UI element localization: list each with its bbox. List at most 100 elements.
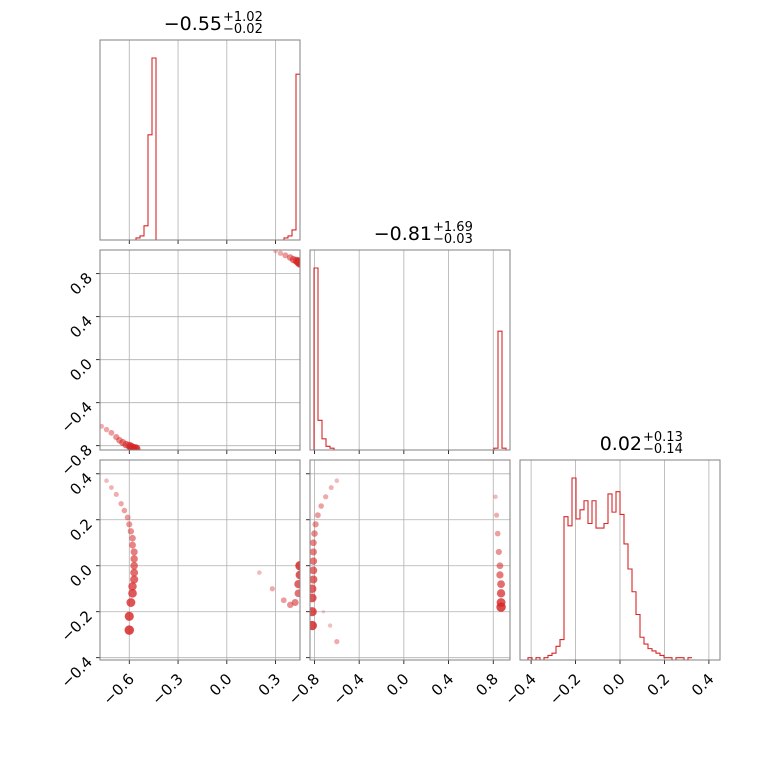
- sample-point: [295, 258, 300, 268]
- sample-point: [277, 250, 284, 256]
- histogram-p11: −0.81 +1.69−0.03: [309, 220, 511, 454]
- sample-point: [310, 557, 318, 565]
- plot-area: [100, 40, 300, 240]
- title-lower-error: −0.14: [643, 442, 683, 457]
- sample-point: [311, 530, 318, 537]
- x-tick-label: −0.4: [329, 670, 367, 708]
- sample-point: [327, 623, 333, 628]
- histogram-title: 0.02: [600, 433, 642, 455]
- histogram-title: −0.55: [164, 13, 222, 35]
- sample-point: [318, 503, 324, 509]
- sample-point: [257, 570, 262, 575]
- sample-point: [124, 625, 134, 635]
- axes-frame: [99, 249, 301, 451]
- sample-point: [314, 512, 321, 519]
- sample-point: [104, 478, 109, 483]
- sample-point: [310, 593, 317, 603]
- sample-point: [310, 548, 317, 556]
- x-tick-label: 0.0: [206, 670, 236, 700]
- sample-point: [129, 541, 136, 549]
- sample-point: [496, 602, 506, 612]
- sample-point: [124, 514, 131, 521]
- sample-point: [494, 530, 501, 537]
- x-tick-label: 0.0: [599, 670, 629, 700]
- sample-point: [310, 566, 318, 575]
- sample-point: [118, 500, 124, 507]
- sample-point: [130, 575, 139, 584]
- sample-point: [323, 494, 329, 500]
- plot-area: [310, 460, 510, 660]
- x-tick-label: 0.0: [383, 670, 413, 700]
- sample-point: [269, 586, 275, 592]
- axes-frame: [519, 459, 721, 661]
- plot-area: [310, 250, 510, 450]
- sample-point: [294, 580, 300, 589]
- sample-point: [334, 638, 340, 645]
- plot-area: [100, 250, 300, 450]
- x-tick-label: 0.3: [255, 670, 285, 700]
- sample-point: [103, 426, 110, 433]
- sample-point: [273, 250, 278, 254]
- sample-point: [321, 609, 326, 614]
- histogram-p00: −0.55 +1.02−0.02: [99, 10, 301, 244]
- sample-point: [130, 555, 138, 563]
- x-tick-label: −0.8: [285, 670, 323, 708]
- title-lower-error: −0.03: [433, 232, 473, 247]
- x-tick-label: 0.8: [472, 670, 502, 700]
- y-tick-label: 0.0: [66, 355, 96, 385]
- y-tick-label: −0.8: [58, 441, 96, 479]
- sample-point: [494, 512, 500, 518]
- sample-point: [282, 252, 289, 259]
- y-tick-label: 0.8: [66, 269, 96, 299]
- x-tick-label: 0.4: [688, 670, 718, 700]
- sample-point: [128, 582, 137, 591]
- sample-point: [496, 571, 504, 579]
- axes-frame: [99, 39, 301, 241]
- sample-point: [126, 521, 133, 528]
- y-tick-label: 0.4: [66, 312, 96, 342]
- sample-point: [310, 620, 317, 631]
- y-tick-label: 0.0: [66, 561, 96, 591]
- sample-point: [131, 444, 141, 450]
- sample-point: [124, 611, 134, 621]
- y-tick-label: −0.2: [58, 607, 96, 645]
- sample-point: [497, 580, 505, 589]
- x-tick-label: −0.6: [100, 670, 138, 708]
- sample-point: [113, 491, 119, 498]
- sample-point: [280, 597, 287, 604]
- density-p10: −0.8 −0.4 0.0 0.4 0.8: [58, 249, 301, 479]
- sample-point: [310, 575, 318, 584]
- title-upper-error: +1.69: [433, 220, 473, 235]
- sample-point: [100, 423, 105, 429]
- sample-point: [108, 429, 115, 436]
- sample-point: [310, 584, 317, 593]
- title-upper-error: +0.13: [643, 430, 683, 445]
- sample-point: [496, 562, 504, 570]
- sample-point: [295, 561, 300, 571]
- density-cloud: [104, 478, 300, 635]
- x-tick-label: 0.2: [644, 670, 674, 700]
- sample-point: [291, 599, 299, 607]
- sample-point: [493, 494, 498, 500]
- x-tick-label: −0.4: [501, 670, 539, 708]
- sample-point: [295, 570, 300, 580]
- title-lower-error: −0.02: [223, 22, 263, 37]
- histogram-title: −0.81: [374, 223, 432, 245]
- sample-point: [129, 534, 136, 542]
- sample-point: [310, 607, 317, 617]
- sample-point: [294, 589, 300, 598]
- sample-point: [127, 528, 135, 535]
- x-tick-label: −0.2: [546, 670, 584, 708]
- sample-point: [496, 589, 506, 598]
- axes-frame: [99, 459, 301, 661]
- y-tick-label: −0.4: [58, 653, 96, 691]
- histogram-step-line: [520, 477, 692, 661]
- axes-frame: [309, 459, 511, 661]
- density-cloud: [310, 478, 506, 645]
- sample-point: [312, 521, 319, 528]
- sample-point: [128, 589, 137, 598]
- axes-frame: [309, 249, 511, 451]
- y-tick-label: −0.4: [58, 398, 96, 436]
- x-tick-label: 0.4: [428, 670, 458, 700]
